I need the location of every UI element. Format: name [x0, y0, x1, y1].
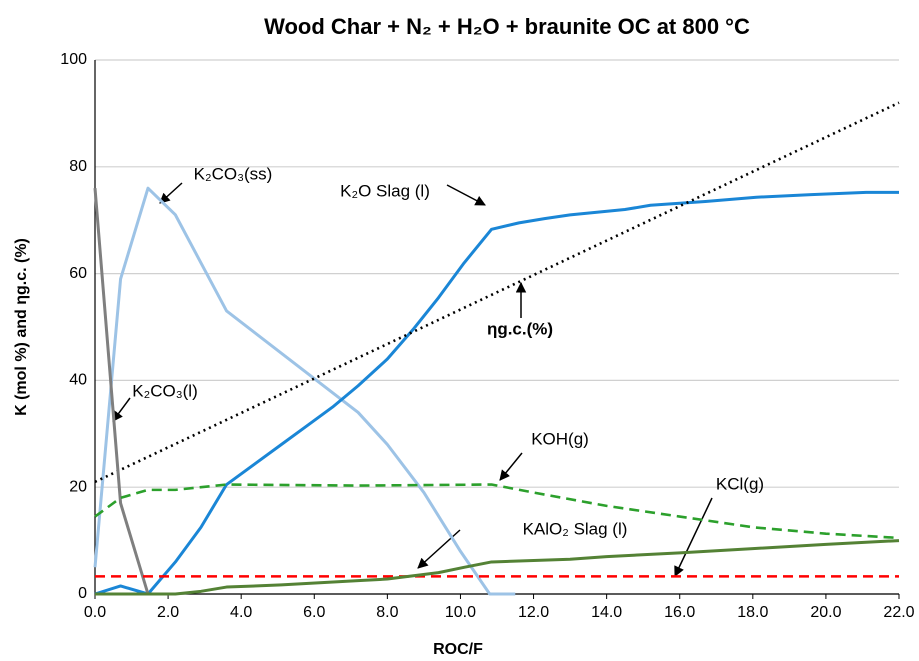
x-tick-label: 6.0: [303, 604, 325, 621]
x-tick-label: 4.0: [230, 604, 252, 621]
y-tick-label: 0: [78, 585, 87, 602]
series-annotation: KAlO₂ Slag (l): [523, 519, 628, 538]
series-line: [93, 188, 150, 595]
y-axis-label: K (mol %) and ηg.c. (%): [13, 238, 30, 416]
arrow: [159, 182, 183, 204]
x-tick-label: 12.0: [518, 604, 549, 621]
series-annotation: ηg.c.(%): [487, 319, 553, 338]
chart-title: Wood Char + N₂ + H₂O + braunite OC at 80…: [264, 14, 750, 39]
series-annotation: K₂O Slag (l): [340, 181, 430, 200]
y-tick-label: 100: [60, 51, 87, 68]
x-tick-label: 2.0: [157, 604, 179, 621]
series-annotation: K₂CO₃(l): [132, 381, 197, 400]
series-line: [94, 190, 899, 596]
x-tick-label: 14.0: [591, 604, 622, 621]
series-line: [94, 101, 900, 484]
arrow: [499, 452, 523, 481]
series-line: [93, 186, 516, 596]
arrow: [112, 397, 131, 422]
series-annotation: KCl(g): [716, 474, 764, 493]
x-tick-label: 0.0: [84, 604, 106, 621]
x-tick-label: 16.0: [664, 604, 695, 621]
x-tick-label: 22.0: [883, 604, 914, 621]
series-annotation: KOH(g): [531, 429, 589, 448]
y-tick-label: 40: [69, 372, 87, 389]
y-tick-label: 60: [69, 265, 87, 282]
arrows: [112, 182, 713, 577]
y-tick-label: 20: [69, 478, 87, 495]
x-tick-label: 10.0: [445, 604, 476, 621]
x-axis-label: ROC/F: [433, 641, 483, 658]
arrow: [417, 529, 461, 569]
series-annotation: K₂CO₃(ss): [194, 164, 273, 183]
x-tick-label: 8.0: [376, 604, 398, 621]
y-tick-label: 80: [69, 158, 87, 175]
x-tick-label: 20.0: [810, 604, 841, 621]
arrow: [446, 184, 486, 206]
arrow: [674, 497, 713, 577]
x-tick-label: 18.0: [737, 604, 768, 621]
series-line: [95, 539, 900, 596]
series-line: [94, 483, 900, 540]
